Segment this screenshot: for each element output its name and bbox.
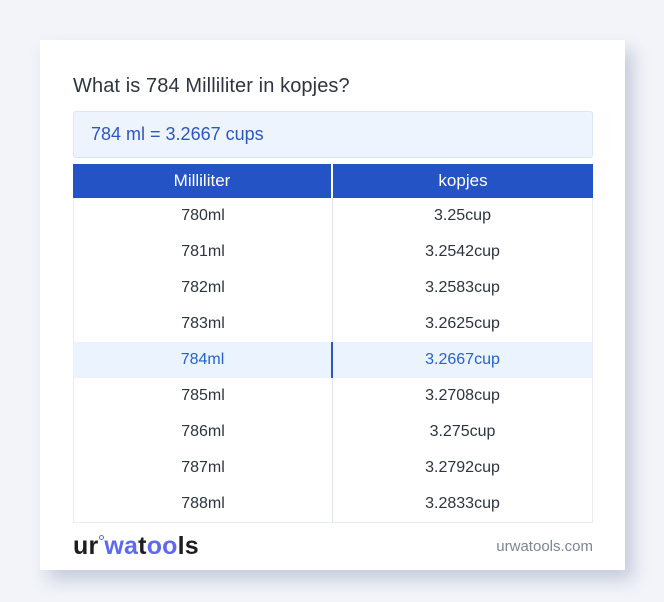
logo-ring-icon — [99, 534, 105, 540]
card-footer: ur watools urwatools.com — [73, 530, 593, 562]
ml-value: 784ml — [74, 342, 333, 378]
conversion-table: Milliliter kopjes 780ml 3.25cup 781ml 3.… — [73, 164, 593, 523]
cup-value: 3.275cup — [429, 423, 496, 440]
table-header-row: Milliliter kopjes — [73, 164, 593, 198]
urwatools-logo[interactable]: ur watools — [73, 531, 199, 560]
cup-value: 3.2708cup — [425, 387, 500, 404]
converter-card: What is 784 Milliliter in kopjes? 784 ml… — [40, 40, 625, 570]
table-row-highlighted: 784ml 3.2667cup — [74, 342, 592, 378]
table-row: 782ml 3.2583cup — [74, 270, 592, 306]
ml-value: 782ml — [74, 270, 333, 306]
ml-value: 786ml — [74, 414, 333, 450]
logo-text-ur: ur — [73, 531, 99, 560]
logo-text-ls: ls — [177, 531, 199, 560]
cup-value: 3.2833cup — [425, 495, 500, 512]
cup-value: 3.2542cup — [425, 243, 500, 260]
table-row: 788ml 3.2833cup — [74, 486, 592, 522]
ml-value: 783ml — [74, 306, 333, 342]
column-header-milliliter: Milliliter — [73, 164, 333, 198]
cup-value: 3.2583cup — [425, 279, 500, 296]
conversion-result-text: 784 ml = 3.2667 cups — [91, 124, 264, 144]
logo-text-oo: oo — [146, 531, 178, 560]
ml-value: 781ml — [74, 234, 333, 270]
table-row: 786ml 3.275cup — [74, 414, 592, 450]
logo-text-wa: wa — [104, 531, 139, 560]
conversion-result-box: 784 ml = 3.2667 cups — [73, 111, 593, 158]
site-domain-text: urwatools.com — [496, 537, 593, 555]
ml-value: 787ml — [74, 450, 333, 486]
table-body: 780ml 3.25cup 781ml 3.2542cup 782ml 3.25… — [73, 198, 593, 523]
cup-value: 3.2625cup — [425, 315, 500, 332]
ml-value: 785ml — [74, 378, 333, 414]
table-row: 780ml 3.25cup — [74, 198, 592, 234]
ml-value: 788ml — [74, 486, 333, 522]
table-row: 781ml 3.2542cup — [74, 234, 592, 270]
cup-value: 3.2792cup — [425, 459, 500, 476]
table-row: 787ml 3.2792cup — [74, 450, 592, 486]
table-row: 785ml 3.2708cup — [74, 378, 592, 414]
column-header-kopjes: kopjes — [438, 171, 488, 190]
logo-text-t: t — [138, 531, 147, 560]
cup-value: 3.2667cup — [425, 351, 500, 368]
page-title: What is 784 Milliliter in kopjes? — [73, 75, 350, 97]
table-row: 783ml 3.2625cup — [74, 306, 592, 342]
cup-value: 3.25cup — [434, 207, 491, 224]
ml-value: 780ml — [74, 198, 333, 234]
